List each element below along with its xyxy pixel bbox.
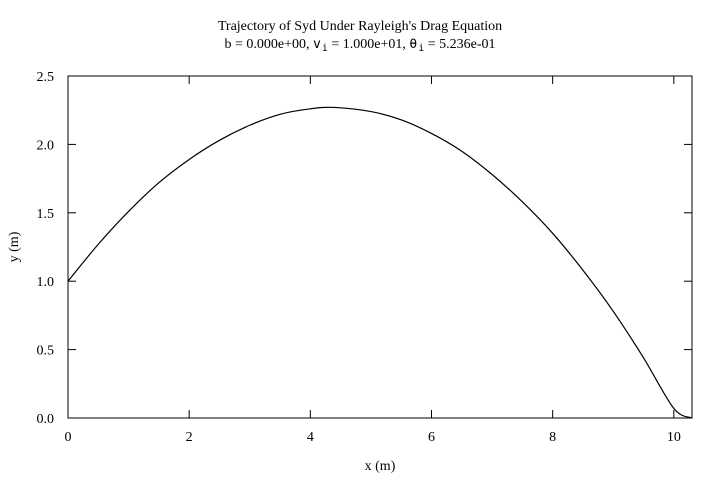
y-tick-label: 0.0 [37,412,55,427]
subtitle-theta-symbol: θ [409,37,418,52]
y-axis-label: y (m) [7,231,22,262]
y-tick-label: 1.0 [37,275,55,290]
y-tick-label: 1.5 [37,207,55,222]
axis-tick-labels: 0 2 4 6 8 10 0.0 0.5 1.0 1.5 2.0 2.5 [37,70,681,445]
subtitle-v-symbol: v [312,37,321,52]
trajectory-line [67,106,693,419]
subtitle-b-label: b [224,37,232,52]
subtitle-theta-value: 5.236e-01 [439,37,496,52]
x-tick-label: 8 [549,430,556,445]
y-tick-label: 2.5 [37,70,55,85]
subtitle-v-sub: i [321,43,328,54]
x-tick-label: 10 [667,430,681,445]
axis-ticks [67,75,692,419]
x-tick-label: 2 [186,430,193,445]
plot-frame [67,75,693,419]
x-axis-label: x (m) [365,459,396,474]
chart-subtitle: b = 0.000e+00, vi = 1.000e+01, θi = 5.23… [224,37,496,54]
subtitle-v-value: 1.000e+01 [342,37,403,52]
x-tick-label: 4 [307,430,314,445]
y-tick-label: 0.5 [37,344,55,359]
x-tick-label: 0 [65,430,72,445]
x-tick-label: 6 [428,430,435,445]
series-layer [67,106,693,419]
subtitle-theta-sub: i [418,43,425,54]
chart-title: Trajectory of Syd Under Rayleigh's Drag … [217,19,503,34]
subtitle-b-value: 0.000e+00 [246,37,306,52]
y-tick-label: 2.0 [37,138,55,153]
